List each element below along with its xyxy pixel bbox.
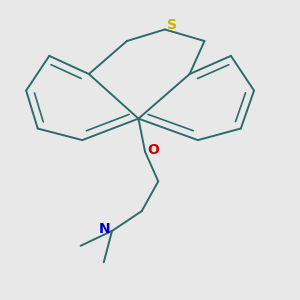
Text: N: N xyxy=(99,222,111,236)
Text: O: O xyxy=(147,143,159,157)
Text: S: S xyxy=(167,17,177,32)
